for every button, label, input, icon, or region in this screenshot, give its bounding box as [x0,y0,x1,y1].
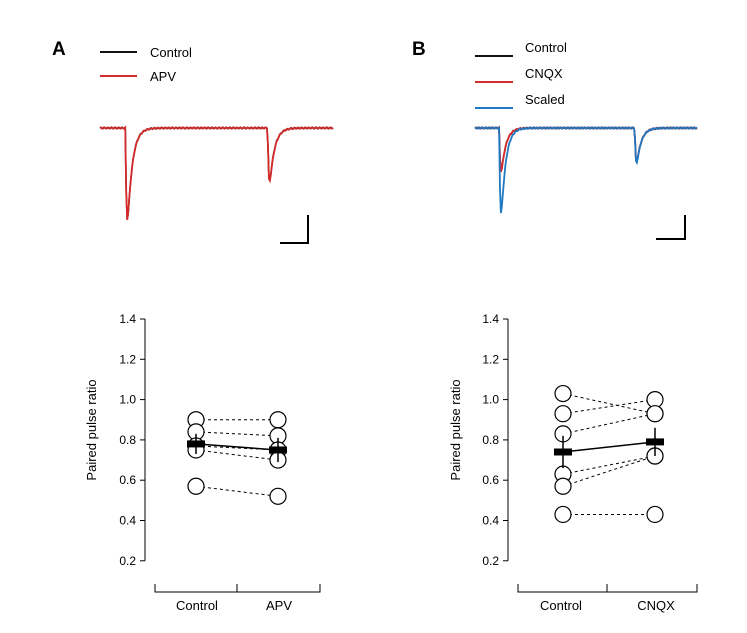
panel-a-mean-line [195,443,279,451]
panel-b-data-point [646,505,664,524]
panel-b-legend-control-label: Control [525,40,567,55]
panel-a-traces [99,125,334,221]
panel-b-pair-line [562,455,656,475]
panel-a-ytick-label: 0.4 [119,514,136,528]
panel-a-mean-marker [269,446,287,454]
panel-a-data-point [269,487,287,505]
panel-b-ylabel: Paired pulse ratio [448,379,463,480]
panel-a-pair-line [195,485,279,497]
panel-b-data-point [646,405,664,423]
panel-b-ytick-label: 0.8 [482,433,499,447]
panel-b-legend-scaled-label: Scaled [525,92,565,107]
panel-a-legend-apv-label: APV [150,69,176,84]
panel-b-ytick-label: 1.2 [482,352,499,366]
panel-b-scale-bar [656,215,686,240]
panel-b-xtick-cnqx: CNQX [637,598,675,613]
panel-a-xtick-apv: APV [266,598,292,613]
panel-b-pair-line [562,413,656,435]
panel-a-pair-line [195,449,279,461]
panel-a-ytick-label: 1.0 [119,393,136,407]
panel-b-mean-marker [646,438,664,446]
panel-a-legend-control-label: Control [150,45,192,60]
panel-a-scale-bar [280,215,309,244]
panel-b-mean-line [562,441,656,453]
panel-b-ytick-label: 0.4 [482,514,499,528]
panel-a-ytick-label: 0.8 [119,433,136,447]
panel-b-mean-marker [554,448,572,456]
panel-b-traces [474,125,698,214]
panel-a-letter: A [52,39,66,60]
panel-b-ytick-label: 0.2 [482,554,499,568]
panel-a-mean-marker [187,440,205,448]
panel-a-data-point [269,411,287,429]
panel-a-trace-apv [99,125,334,221]
panel-b-data-point [554,405,572,423]
panel-a-ratio-plot: 0.2 0.4 0.6 0.8 1.0 1.2 1.4 [119,312,321,593]
panel-b-ytick-label: 1.0 [482,393,499,407]
panel-a-trace-control [99,126,334,220]
panel-a-ytick-label: 0.2 [119,554,136,568]
panel-b-trace-scaled [474,126,698,214]
panel-b-legend-cnqx-label: CNQX [525,66,563,81]
panel-a-pair-line [195,431,279,437]
panel-b-ytick-label: 0.6 [482,473,499,487]
panel-a-data-point [187,477,205,495]
panel-a-ytick-label: 1.2 [119,352,136,366]
panel-b-data-point [554,477,572,495]
panel-b-ratio-plot: 0.2 0.4 0.6 0.8 1.0 1.2 1.4 [482,312,698,593]
panel-b-pair-line [562,455,656,487]
panel-b-pair-line [562,393,656,415]
panel-b-pair-line [562,399,656,415]
panel-b-ytick-label: 1.4 [482,312,499,326]
panel-a-ylabel: Paired pulse ratio [84,379,99,480]
panel-a-ytick-label: 0.6 [119,473,136,487]
panel-b-xtick-control: Control [540,598,582,613]
panel-a-xtick-control: Control [176,598,218,613]
panel-b-letter: B [412,39,426,60]
panel-b-data-point [554,384,572,403]
panel-a-ytick-label: 1.4 [119,312,136,326]
panel-b-data-point [554,505,572,524]
